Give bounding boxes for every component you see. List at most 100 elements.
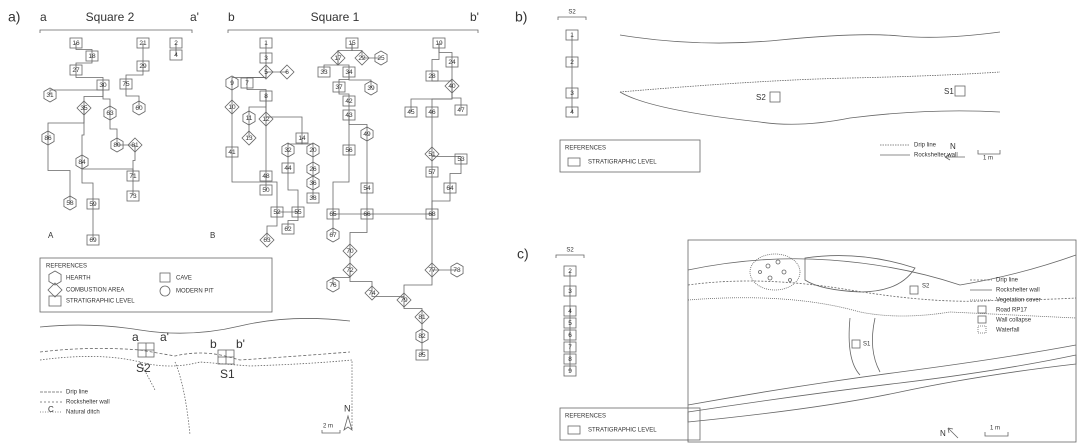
node-label: 32 (284, 147, 292, 154)
stratigraphic-level (281, 162, 295, 174)
scale-label: 2 m (323, 424, 333, 430)
node-label: 81 (418, 314, 426, 321)
legend-item: Rockshelter wall (66, 400, 110, 406)
edge (81, 162, 134, 176)
stratigraphic-level (295, 132, 309, 144)
node-label: 44 (284, 165, 292, 172)
combustion-area (424, 146, 440, 162)
hearth (110, 137, 124, 153)
legend-item: Natural ditch (66, 410, 100, 416)
node-label: 36 (309, 180, 317, 187)
edge (132, 145, 136, 176)
node-label: 76 (329, 282, 337, 289)
bracket (557, 16, 587, 20)
edge (47, 138, 71, 203)
stratigraphic-level (259, 184, 273, 196)
references-box (559, 407, 701, 441)
legend-item: Road RP17 (996, 308, 1028, 314)
node-label: 70 (346, 248, 354, 255)
edge (451, 86, 462, 110)
site-label: S1 (220, 367, 235, 381)
combustion-area (414, 309, 430, 325)
stratigraphic-level (69, 64, 83, 76)
node-label: 16 (72, 40, 80, 47)
reference-item: MODERN PIT (176, 289, 214, 295)
modern-pit-symbol (159, 285, 171, 297)
stratigraphic-level (136, 60, 150, 72)
node-label: 72 (346, 267, 354, 274)
legend-item: Drip line (996, 278, 1019, 284)
node-label: 41 (228, 149, 236, 156)
map-a-lines (39, 318, 353, 436)
node-label: 15 (348, 40, 356, 47)
reference-item: STRATIGRAPHIC LEVEL (66, 299, 135, 305)
hearth (132, 100, 146, 116)
level-label: 3 (570, 90, 574, 97)
node-label: 38 (309, 195, 317, 202)
edge (349, 214, 368, 251)
hearth (281, 142, 295, 158)
edge (231, 152, 278, 212)
panel-label: a) (8, 9, 20, 25)
stratigraphic-level (96, 79, 110, 91)
node-label: 62 (284, 226, 292, 233)
edge (431, 188, 451, 214)
edge (47, 108, 85, 138)
cave-symbol (159, 272, 171, 283)
stratigraphic-level (425, 106, 439, 118)
stratigraphic-level (69, 37, 83, 49)
stratigraphic-level (85, 50, 99, 62)
stratigraphic-level (563, 329, 577, 341)
stratigraphic-level (342, 95, 356, 107)
bracket (39, 29, 193, 33)
references-box (39, 257, 273, 313)
stratigraphic-level (169, 37, 183, 49)
node-label: 34 (345, 69, 353, 76)
scale-label: 1 m (983, 156, 993, 162)
map-b-lines (619, 31, 1001, 161)
node-label: 24 (448, 59, 456, 66)
combustion-area (241, 130, 257, 146)
stratigraphic-level (270, 206, 284, 218)
stratigraphic-level (565, 56, 579, 68)
hearth (75, 154, 89, 170)
level-label: 8 (568, 356, 572, 363)
level-label: 6 (568, 332, 572, 339)
column-title: S2 (568, 10, 576, 16)
node-label: 55 (294, 209, 302, 216)
edge (337, 58, 350, 72)
combustion-area (76, 100, 92, 116)
node-label: 58 (66, 200, 74, 207)
north-label: N (940, 429, 946, 438)
node-label: 4 (174, 52, 178, 59)
node-label: 9 (230, 80, 234, 87)
node-label: 6 (285, 69, 289, 76)
site-label: S1 (944, 87, 954, 96)
square-label: a (132, 330, 139, 344)
panel-label: b) (515, 9, 527, 25)
edge (81, 108, 85, 162)
reference-item: HEARTH (66, 276, 91, 282)
node-label: 31 (46, 92, 54, 99)
edge (75, 70, 104, 85)
node-label: 35 (80, 105, 88, 112)
stratigraphic-level (454, 104, 468, 116)
section-end: a' (190, 10, 199, 24)
edge (338, 87, 350, 101)
node-label: 1 (264, 40, 268, 47)
section-end: b (228, 10, 235, 24)
edge (246, 72, 267, 83)
combustion-area (364, 285, 380, 301)
stratigraphic-level (360, 182, 374, 194)
node-label: 59 (89, 201, 97, 208)
legend-item: Drip line (914, 143, 937, 149)
stratigraphic-level (565, 106, 579, 118)
stratigraphic-level (565, 29, 579, 41)
node-label: 65 (329, 211, 337, 218)
node-label: 17 (334, 55, 342, 62)
node-label: 86 (44, 135, 52, 142)
north-label: N (950, 142, 956, 151)
combustion-area (342, 262, 358, 278)
stratigraphic-level (240, 77, 254, 89)
